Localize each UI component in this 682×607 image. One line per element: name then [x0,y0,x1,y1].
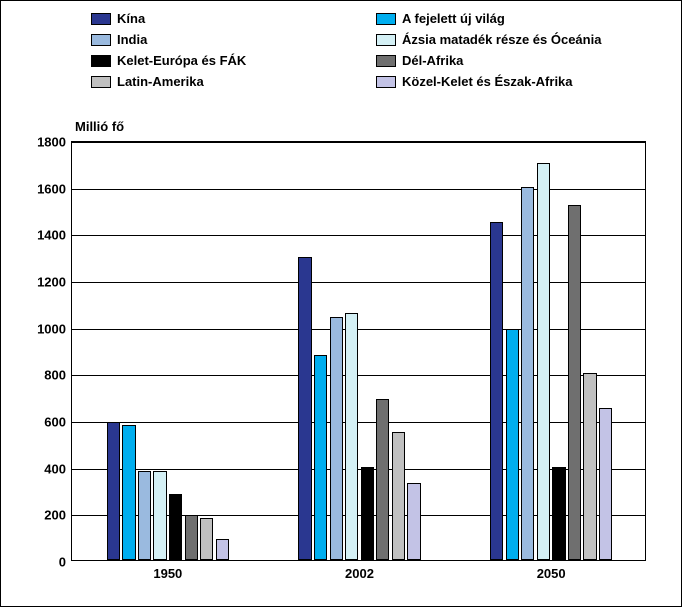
x-tick-label: 2050 [537,560,566,581]
legend-item: Közel-Kelet és Észak-Afrika [376,74,651,89]
legend-item: India [91,32,366,47]
y-axis-title: Millió fő [75,119,124,134]
bar [599,408,612,560]
gridline [72,189,645,190]
legend-item: Dél-Afrika [376,53,651,68]
bar [169,494,182,561]
legend-label: Kína [117,11,145,26]
x-tick-label: 1950 [153,560,182,581]
y-tick-label: 400 [44,461,72,476]
plot-area: 0200400600800100012001400160018001950200… [71,141,646,561]
y-tick-label: 1800 [37,135,72,150]
legend-swatch [91,55,111,67]
legend-label: Közel-Kelet és Észak-Afrika [402,74,573,89]
gridline [72,282,645,283]
y-tick-label: 600 [44,415,72,430]
gridline [72,235,645,236]
y-tick-label: 200 [44,508,72,523]
bar [153,471,166,560]
bar [552,467,565,560]
bar [107,422,120,560]
bar [407,483,420,560]
gridline [72,329,645,330]
bar [392,432,405,560]
legend-label: Ázsia matadék része és Óceánia [402,32,601,47]
legend-label: A fejelett új világ [402,11,505,26]
bar [537,163,550,560]
gridline [72,422,645,423]
legend-item: A fejelett új világ [376,11,651,26]
legend-item: Kelet-Európa és FÁK [91,53,366,68]
y-tick-label: 800 [44,368,72,383]
legend: Kína A fejelett új világ India Ázsia matadé… [91,11,651,89]
gridline [72,375,645,376]
y-tick-label: 1000 [37,321,72,336]
bar [490,222,503,560]
bar [568,205,581,560]
legend-label: Latin-Amerika [117,74,204,89]
y-tick-label: 1600 [37,181,72,196]
legend-label: Kelet-Európa és FÁK [117,53,246,68]
bar [122,425,135,560]
x-tick-label: 2002 [345,560,374,581]
bar [298,257,311,560]
legend-swatch [376,76,396,88]
y-tick-label: 0 [59,555,72,570]
bar [361,467,374,560]
bar [216,539,229,560]
legend-label: Dél-Afrika [402,53,463,68]
legend-item: Ázsia matadék része és Óceánia [376,32,651,47]
y-tick-label: 1200 [37,275,72,290]
legend-label: India [117,32,147,47]
bar [185,515,198,561]
legend-item: Kína [91,11,366,26]
gridline [72,142,645,143]
legend-swatch [91,13,111,25]
bar [330,317,343,560]
bar [345,313,358,560]
legend-swatch [91,76,111,88]
bar [521,187,534,560]
bar [583,373,596,560]
bar [138,471,151,560]
y-tick-label: 1400 [37,228,72,243]
legend-swatch [376,55,396,67]
chart-container: Kína A fejelett új világ India Ázsia matadé… [0,0,682,607]
bar [376,399,389,560]
legend-item: Latin-Amerika [91,74,366,89]
bar [314,355,327,560]
legend-swatch [91,34,111,46]
bar [200,518,213,560]
bar [506,329,519,560]
legend-swatch [376,13,396,25]
legend-swatch [376,34,396,46]
